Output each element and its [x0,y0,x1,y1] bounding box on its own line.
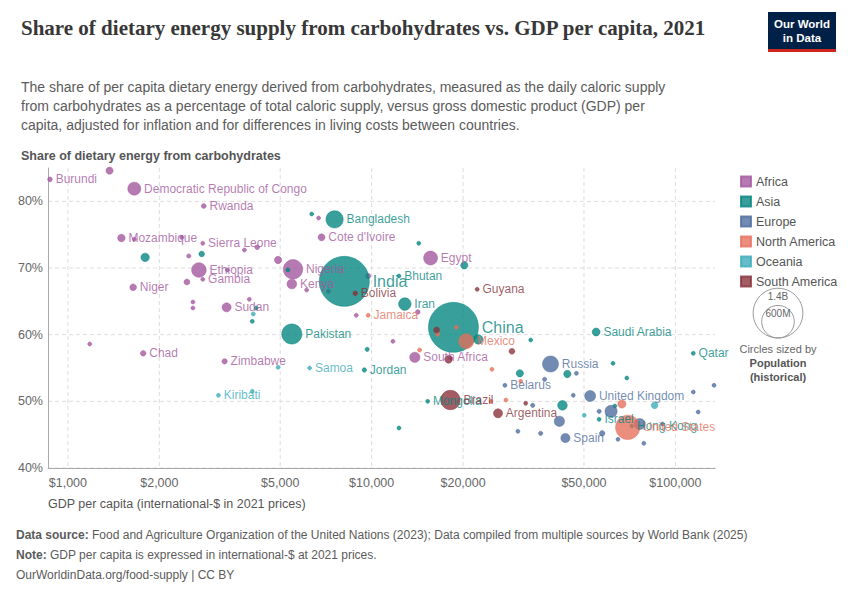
svg-text:70%: 70% [18,261,43,275]
svg-text:Saudi Arabia: Saudi Arabia [603,325,671,339]
svg-text:Food and Agriculture Organizat: Food and Agriculture Organization of the… [89,528,748,542]
svg-text:Niger: Niger [140,280,169,294]
svg-text:Oceania: Oceania [756,255,803,269]
svg-text:50%: 50% [18,394,43,408]
svg-text:Bolivia: Bolivia [361,286,397,300]
svg-text:United States: United States [643,420,715,434]
svg-text:OurWorldinData.org/food-supply: OurWorldinData.org/food-supply | CC BY [16,568,234,582]
svg-text:Note:: Note: [16,548,47,562]
svg-text:60%: 60% [18,328,43,342]
svg-text:$100,000: $100,000 [649,476,701,490]
svg-text:Nigeria: Nigeria [306,262,344,276]
svg-text:Rwanda: Rwanda [209,199,253,213]
svg-text:$5,000: $5,000 [261,476,299,490]
svg-text:Mongolia: Mongolia [433,394,482,409]
svg-text:Africa: Africa [756,175,788,189]
svg-text:The share of per capita dietar: The share of per capita dietary energy d… [21,79,669,95]
svg-text:$1,000: $1,000 [49,476,87,490]
svg-text:Europe: Europe [756,215,796,229]
svg-text:Share of dietary energy supply: Share of dietary energy supply from carb… [21,16,705,40]
svg-text:in Data: in Data [783,32,822,44]
svg-text:North America: North America [756,235,835,249]
svg-text:(historical): (historical) [750,371,807,383]
svg-text:Kiribati: Kiribati [224,388,261,402]
svg-text:United Kingdom: United Kingdom [599,389,684,403]
svg-text:Burundi: Burundi [56,172,97,186]
svg-text:Pakistan: Pakistan [305,327,351,341]
svg-text:Bhutan: Bhutan [404,269,442,283]
svg-text:Guyana: Guyana [482,282,524,296]
svg-text:Argentina: Argentina [506,406,558,420]
svg-text:Samoa: Samoa [315,361,353,375]
svg-text:Democratic Republic of Congo: Democratic Republic of Congo [144,182,307,196]
svg-text:Spain: Spain [573,431,604,445]
svg-text:Russia: Russia [562,357,599,371]
svg-text:Circles sized by: Circles sized by [739,343,817,355]
svg-text:GDP per capita (international-: GDP per capita (international-$ in 2021 … [48,497,306,511]
svg-text:Jamaica: Jamaica [373,308,418,322]
svg-text:600M: 600M [765,308,790,319]
svg-text:$20,000: $20,000 [440,476,485,490]
svg-text:Kenya: Kenya [300,277,334,291]
svg-text:Mexico: Mexico [477,334,515,348]
svg-text:China: China [482,319,524,336]
svg-text:Iran: Iran [414,297,436,311]
svg-text:Belarus: Belarus [510,378,551,392]
svg-text:Brazil: Brazil [463,393,493,407]
svg-text:1.4B: 1.4B [768,291,789,302]
svg-text:Zimbabwe: Zimbabwe [231,354,287,368]
svg-text:Share of dietary energy from c: Share of dietary energy from carbohydrat… [21,149,281,163]
svg-text:India: India [372,272,408,290]
svg-text:$10,000: $10,000 [349,476,394,490]
svg-text:Sudan: Sudan [234,300,269,314]
svg-text:Cote d'Ivoire: Cote d'Ivoire [328,230,395,244]
svg-text:$2,000: $2,000 [140,476,178,490]
svg-text:Asia: Asia [756,195,780,209]
svg-text:Ethiopia: Ethiopia [209,263,253,277]
svg-text:South Africa: South Africa [423,350,488,364]
svg-text:Population: Population [750,357,807,369]
svg-text:Our World: Our World [774,18,830,30]
svg-text:$50,000: $50,000 [561,476,606,490]
svg-text:Mozambique: Mozambique [128,231,197,245]
svg-text:from carbohydrates as a percen: from carbohydrates as a percentage of to… [21,98,649,114]
svg-text:Data source:: Data source: [16,528,89,542]
svg-text:Egypt: Egypt [441,251,472,265]
svg-text:South America: South America [756,275,837,289]
svg-text:GDP per capita is expressed in: GDP per capita is expressed in internati… [47,548,377,562]
svg-text:40%: 40% [18,461,43,475]
svg-text:Israel: Israel [604,412,633,426]
svg-text:Bangladesh: Bangladesh [347,212,410,226]
svg-text:80%: 80% [18,194,43,208]
svg-text:Gambia: Gambia [208,272,250,286]
svg-text:Jordan: Jordan [370,363,407,377]
svg-text:capita, adjusted for inflation: capita, adjusted for inflation and for d… [21,117,520,133]
svg-text:Sierra Leone: Sierra Leone [208,236,277,250]
svg-text:Chad: Chad [149,346,178,360]
svg-text:Qatar: Qatar [699,346,729,360]
